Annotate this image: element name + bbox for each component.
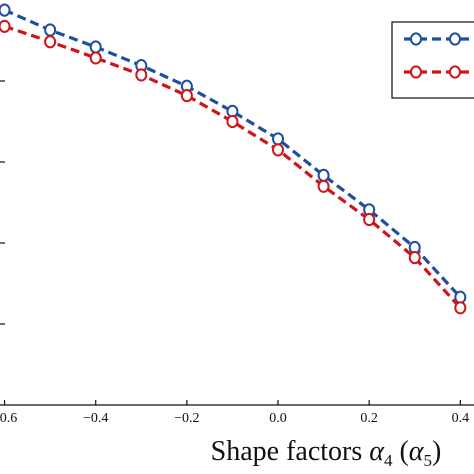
series-1-point-2 [89,51,102,65]
series-1-point-5 [226,114,239,129]
x-tick-label-1: −0.4 [83,411,108,426]
series-0-point-7 [317,168,330,182]
x-axis-label-symbol-2: α [409,436,425,467]
series-1-point-1 [44,35,57,49]
series-1-point-8 [363,212,376,227]
x-tick-label-2: −0.2 [174,411,199,426]
x-axis-label-close-paren: ) [432,436,441,467]
series-1-point-10 [454,301,467,315]
x-axis-label: Shape factors α4 (α5) [211,436,442,470]
series-0-point-1 [44,23,57,37]
legend-marker-1-b [449,65,461,79]
series-1-point-9 [408,250,421,265]
legend [391,21,474,99]
x-tick-label-4: 0.2 [360,411,378,426]
series-0-line [3,8,462,299]
series-1 [0,19,467,315]
x-axis-label-main: Shape factors [211,436,370,467]
x-tick-label-0: −0.6 [0,411,17,426]
series-1-line [4,24,462,309]
x-tick-label-5: 0.4 [452,411,470,426]
series-1-point-0 [0,19,11,33]
legend-marker-0-a [410,32,422,46]
series-0-point-6 [272,132,285,146]
x-axis-label-subscript-2: 5 [424,451,433,470]
series-0-point-0 [0,3,11,17]
x-axis-label-symbol-1: α [369,436,385,467]
series-1-point-4 [180,88,193,103]
x-axis-ticks: −0.6 −0.4 −0.2 0.0 0.2 0.4 [0,400,469,426]
legend-marker-0-b [449,32,461,46]
x-tick-label-3: 0.0 [269,411,287,426]
series-layer [0,3,467,315]
legend-box [391,21,474,99]
series-1-point-6 [272,143,285,157]
axes-frame [0,80,474,406]
x-axis-label-open-paren: ( [392,436,408,467]
x-axis-label-subscript-1: 4 [384,451,393,470]
legend-marker-1-a [410,65,422,79]
series-1-point-7 [317,179,330,193]
series-1-point-3 [135,68,148,82]
series-0-point-10 [454,290,467,304]
series-0-point-2 [89,40,102,54]
